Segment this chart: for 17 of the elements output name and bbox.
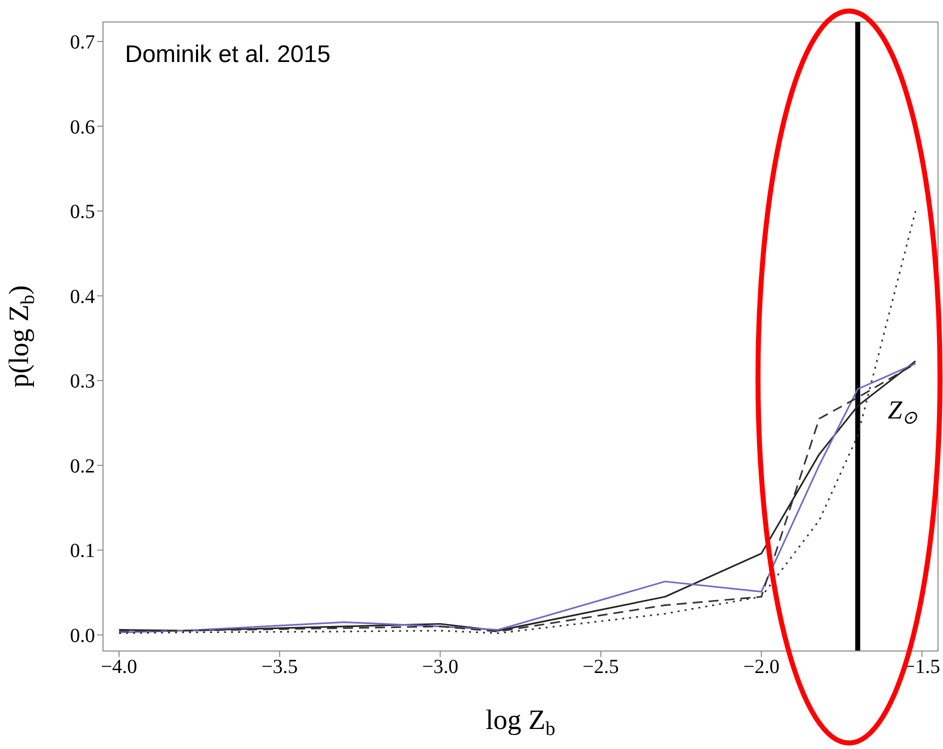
x-tick-label: −4.0 <box>100 656 138 678</box>
x-tick-label: −2.5 <box>582 656 619 678</box>
y-tick-label: 0.7 <box>70 32 95 54</box>
y-tick-label: 0.6 <box>70 116 95 138</box>
y-tick-label: 0.4 <box>70 286 95 308</box>
y-tick-label: 0.3 <box>70 370 95 393</box>
x-axis-title: log Z$_{b}$ <box>486 705 556 740</box>
x-tick-label: −3.0 <box>422 656 458 678</box>
y-tick-label: 0.0 <box>70 624 95 647</box>
x-tick-label: −2.0 <box>743 656 780 678</box>
annotation: Dominik et al. 2015 <box>125 41 330 68</box>
y-tick-label: 0.5 <box>70 201 95 224</box>
y-tick-label: 0.2 <box>70 455 95 478</box>
x-tick-label: −1.5 <box>904 656 940 678</box>
ref-line-label: Z$_{⊙}$ <box>888 395 918 428</box>
x-tick-label: −3.5 <box>261 656 298 678</box>
y-tick-label: 0.1 <box>70 540 95 562</box>
